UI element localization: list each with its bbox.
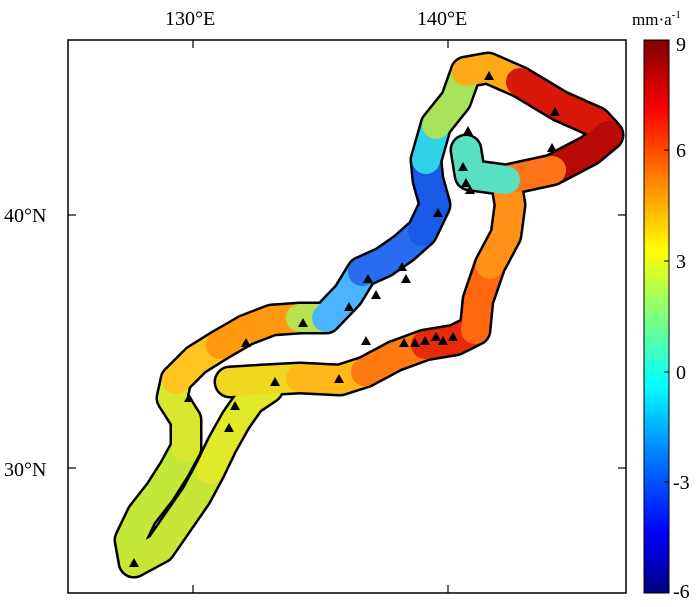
colorbar-label-6: 6 <box>676 140 686 162</box>
colorbar-ticks <box>664 149 669 483</box>
station-marker <box>241 338 251 347</box>
station-marker <box>401 274 411 283</box>
lon-label-140: 140°E <box>417 8 467 30</box>
station-marker <box>184 393 194 402</box>
station-marker <box>461 178 471 187</box>
map-ticks <box>68 40 626 593</box>
station-marker <box>230 401 240 410</box>
lon-label-130: 130°E <box>165 8 215 30</box>
station-marker <box>361 336 371 345</box>
lat-label-40: 40°N <box>4 205 46 227</box>
coastal-trend-band <box>113 51 625 579</box>
station-marker <box>129 558 139 567</box>
station-marker <box>448 332 458 341</box>
station-marker <box>420 336 430 345</box>
colorbar-label-0: 0 <box>676 362 686 384</box>
station-marker <box>334 374 344 383</box>
colorbar-label-3: 3 <box>676 251 686 273</box>
station-marker <box>270 377 280 386</box>
station-marker <box>547 143 557 152</box>
station-marker <box>371 290 381 299</box>
lat-label-30: 30°N <box>4 459 46 481</box>
station-marker <box>465 185 475 194</box>
station-marker <box>458 162 468 171</box>
colorbar-label-9: 9 <box>676 34 686 56</box>
station-marker <box>344 302 354 311</box>
station-marker <box>399 338 409 347</box>
colorbar <box>643 39 670 594</box>
station-marker <box>550 107 560 116</box>
tide-gauge-stations <box>129 71 560 567</box>
colorbar-label-minus6: -6 <box>673 581 690 603</box>
station-marker <box>484 71 494 80</box>
station-marker <box>298 318 308 327</box>
station-marker <box>410 338 420 347</box>
colorbar-label-minus3: -3 <box>673 472 690 494</box>
station-marker <box>438 336 448 345</box>
station-marker <box>463 126 473 135</box>
station-marker <box>224 423 234 432</box>
station-marker <box>363 274 373 283</box>
colorbar-unit: mm·a-1 <box>632 9 681 29</box>
station-marker <box>433 208 443 217</box>
station-marker <box>397 262 407 271</box>
station-marker <box>431 332 441 341</box>
